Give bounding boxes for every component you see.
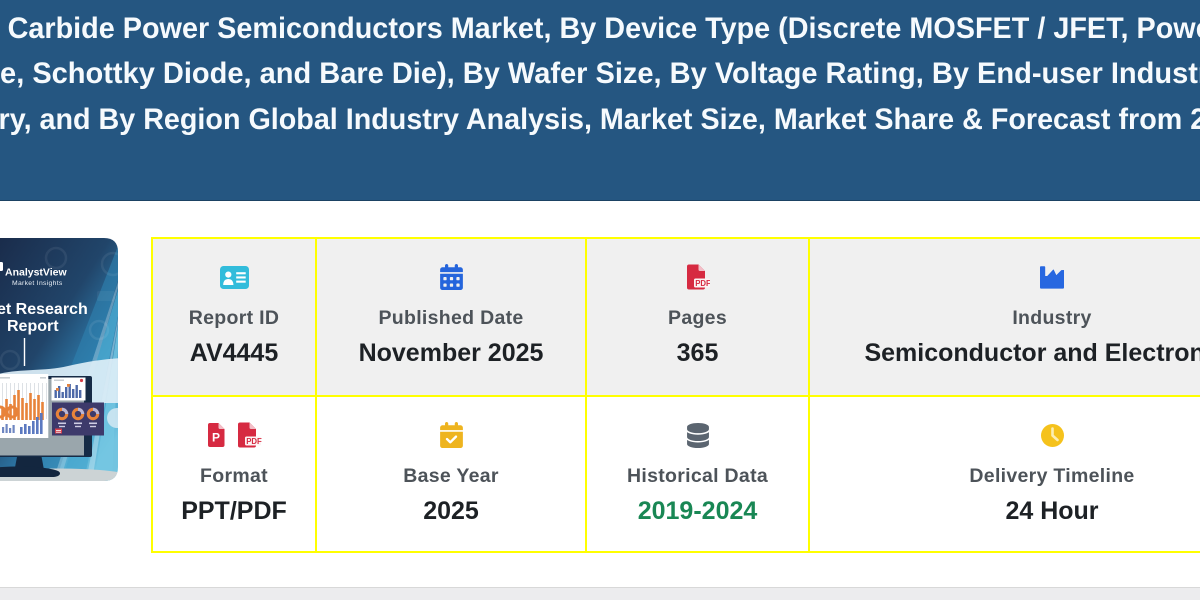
svg-text:AnalystView: AnalystView [5, 267, 67, 279]
svg-text:PDF: PDF [695, 279, 710, 288]
svg-text:Market Insights: Market Insights [12, 280, 63, 287]
svg-text:PDF: PDF [246, 437, 262, 446]
svg-text:P: P [212, 431, 220, 445]
svg-text:Report: Report [7, 318, 59, 335]
svg-text:et Research: et Research [0, 301, 88, 318]
